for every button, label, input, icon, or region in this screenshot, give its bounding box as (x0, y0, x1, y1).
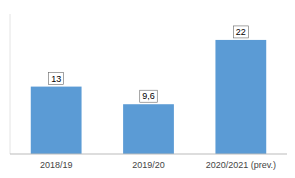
bar (31, 87, 82, 154)
chart: 13 9,6 22 2018/19 2019/20 2020/2021 (prev.) (0, 0, 295, 178)
label-box (233, 26, 248, 38)
bar (123, 104, 174, 154)
x-tick-label: 2020/2021 (prev.) (206, 160, 276, 170)
x-axis (10, 154, 287, 155)
chart-container: 13 9,6 22 2018/19 2019/20 2020/2021 (prev.) (0, 0, 295, 178)
data-label-group: 22 (233, 26, 248, 38)
data-labels: 13 9,6 22 (49, 26, 249, 102)
data-label: 22 (236, 27, 246, 37)
x-tick-label: 2019/20 (132, 160, 165, 170)
data-label: 9,6 (142, 91, 155, 101)
bars (31, 40, 266, 154)
data-label-group: 13 (49, 73, 64, 85)
data-label: 13 (51, 74, 61, 84)
x-tick-label: 2018/19 (40, 160, 73, 170)
y-axis-line (10, 14, 11, 154)
label-box (140, 90, 158, 102)
label-box (49, 73, 64, 85)
bar (215, 40, 266, 154)
data-label-group: 9,6 (140, 90, 158, 102)
